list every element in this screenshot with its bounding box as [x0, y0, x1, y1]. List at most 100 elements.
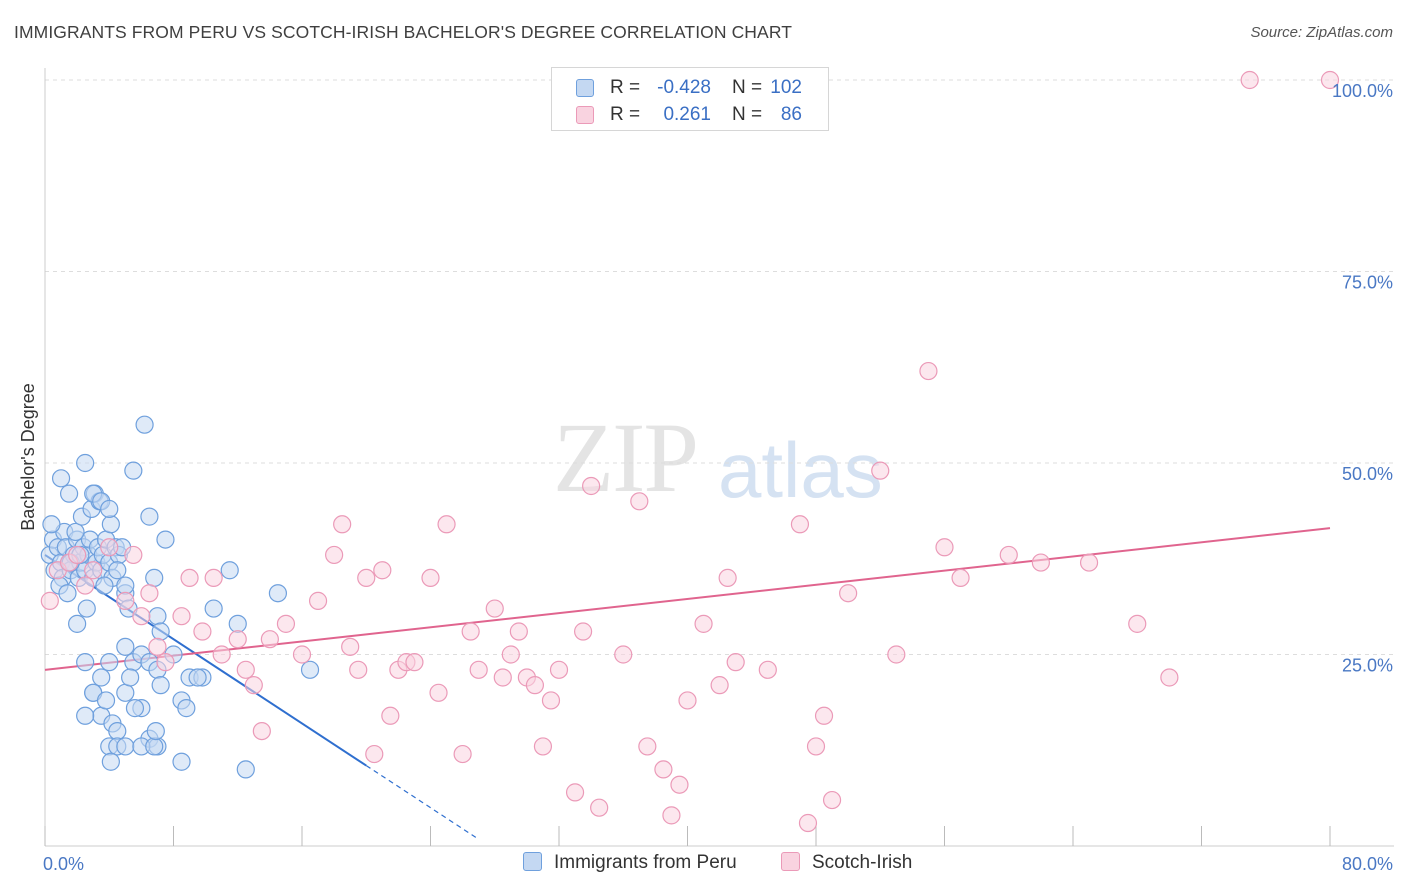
scotch-irish-point [429, 683, 448, 702]
scotch-irish-point [236, 660, 255, 679]
scotch-irish-point [582, 476, 601, 496]
watermark-zip: ZIP [553, 402, 699, 513]
peru-point [116, 576, 135, 595]
scotch-irish-point [493, 668, 512, 687]
scotch-irish-point [999, 545, 1018, 565]
scotch-irish-point [630, 492, 649, 511]
peru-point [108, 721, 127, 741]
peru-point [172, 752, 191, 771]
peru-point [228, 614, 247, 633]
scotch-irish-point [758, 660, 777, 679]
scotch-irish-point [533, 737, 553, 756]
scotch-irish-point [341, 637, 360, 656]
scotch-irish-point [951, 568, 970, 588]
peru-point [236, 760, 255, 779]
series-legend: Immigrants from Peru Scotch-Irish [0, 850, 1406, 878]
peru-point [101, 515, 120, 534]
scotch-irish-point [180, 568, 199, 588]
scotch-irish-point [172, 607, 191, 626]
scotch-irish-point [193, 622, 212, 641]
peru-point [268, 584, 288, 603]
scotch-irish-point [1128, 614, 1147, 633]
scotch-irish-point [1240, 70, 1259, 90]
peru-point [51, 469, 71, 488]
scotch-irish-point [421, 568, 440, 588]
scotch-irish-point [1079, 553, 1099, 572]
scotch-irish-trend-line [44, 527, 1331, 671]
peru-point [95, 576, 114, 595]
scotch-irish-point [887, 645, 906, 664]
scotch-irish-point [252, 721, 271, 741]
legend-n-value: 86 [780, 104, 802, 125]
scotch-irish-point [638, 737, 657, 756]
scotch-irish-point [461, 622, 480, 641]
scotch-irish-point [798, 813, 818, 833]
peru-point [156, 530, 175, 549]
chart-source: Source: ZipAtlas.com [1250, 24, 1393, 41]
scotch-irish-point [573, 622, 593, 641]
y-tick-label: 25.0% [1342, 656, 1393, 676]
legend-label-scotch: Scotch-Irish [812, 852, 913, 873]
peru-point [96, 691, 116, 710]
scotch-irish-point [84, 561, 103, 580]
scotch-irish-point [132, 607, 151, 626]
peru-point [58, 584, 77, 603]
scotch-irish-point [726, 653, 745, 672]
y-axis-label: Bachelor's Degree [18, 383, 38, 531]
scotch-irish-point [501, 645, 520, 664]
scotch-irish-point [694, 614, 713, 633]
scotch-irish-point [40, 591, 59, 610]
scotch-irish-point [839, 584, 858, 603]
y-tick-label: 100.0% [1332, 81, 1393, 101]
scotch-irish-point [790, 515, 810, 534]
peru-point [124, 461, 143, 480]
legend-r-value: 0.261 [663, 104, 711, 125]
peru-point [145, 568, 164, 588]
peru-point [121, 668, 140, 687]
peru-point [76, 706, 95, 725]
scotch-irish-point [614, 645, 633, 664]
scotch-irish-point [935, 538, 954, 557]
scotch-irish-point [654, 760, 673, 779]
scotch-irish-point [260, 630, 279, 649]
peru-point [135, 415, 154, 434]
scotch-irish-point [1031, 553, 1050, 572]
scotch-irish-point [1320, 70, 1340, 90]
peru-point [116, 737, 135, 756]
scotch-irish-point [365, 744, 384, 764]
peru-trend-extension [365, 765, 480, 840]
peru-point [151, 622, 170, 641]
x-tick-label: 80.0% [1342, 854, 1393, 874]
peru-point [116, 637, 135, 656]
peru-point [59, 484, 79, 503]
chart-title: IMMIGRANTS FROM PERU VS SCOTCH-IRISH BAC… [14, 22, 793, 42]
y-tick-label: 50.0% [1342, 464, 1393, 484]
grid-layer [45, 79, 1394, 655]
legend-n-value: 102 [770, 77, 802, 98]
x-tick-label: 0.0% [43, 854, 84, 874]
peru-point [204, 599, 223, 618]
scotch-irish-point [116, 591, 135, 610]
scotch-irish-point [276, 614, 296, 633]
peru-point [146, 721, 165, 741]
legend-swatch-scotch [576, 106, 594, 124]
legend-r-value: -0.428 [657, 77, 711, 98]
scotch-irish-point [357, 568, 376, 588]
trend-layer [44, 527, 1331, 840]
scotch-irish-point [806, 737, 826, 756]
legend-row-peru: R = -0.428 N = 102 [552, 73, 828, 101]
tick-layer: 25.0% 50.0% 75.0% 100.0% 0.0% 80.0% [43, 81, 1393, 874]
legend-n-label: N = [732, 104, 763, 125]
peru-point [76, 453, 95, 473]
scotch-irish-point [325, 545, 344, 565]
scotch-irish-point [381, 706, 400, 725]
scotch-irish-point [228, 630, 247, 649]
scotch-irish-point [670, 775, 689, 794]
scotch-irish-point [333, 515, 352, 534]
y-tick-label: 75.0% [1342, 273, 1393, 293]
scotch-irish-point [100, 538, 119, 557]
peru-point [188, 668, 207, 687]
scotch-irish-point [437, 515, 456, 534]
legend-row-scotch: R = 0.261 N = 86 [552, 100, 828, 128]
scotch-irish-point [590, 798, 609, 817]
